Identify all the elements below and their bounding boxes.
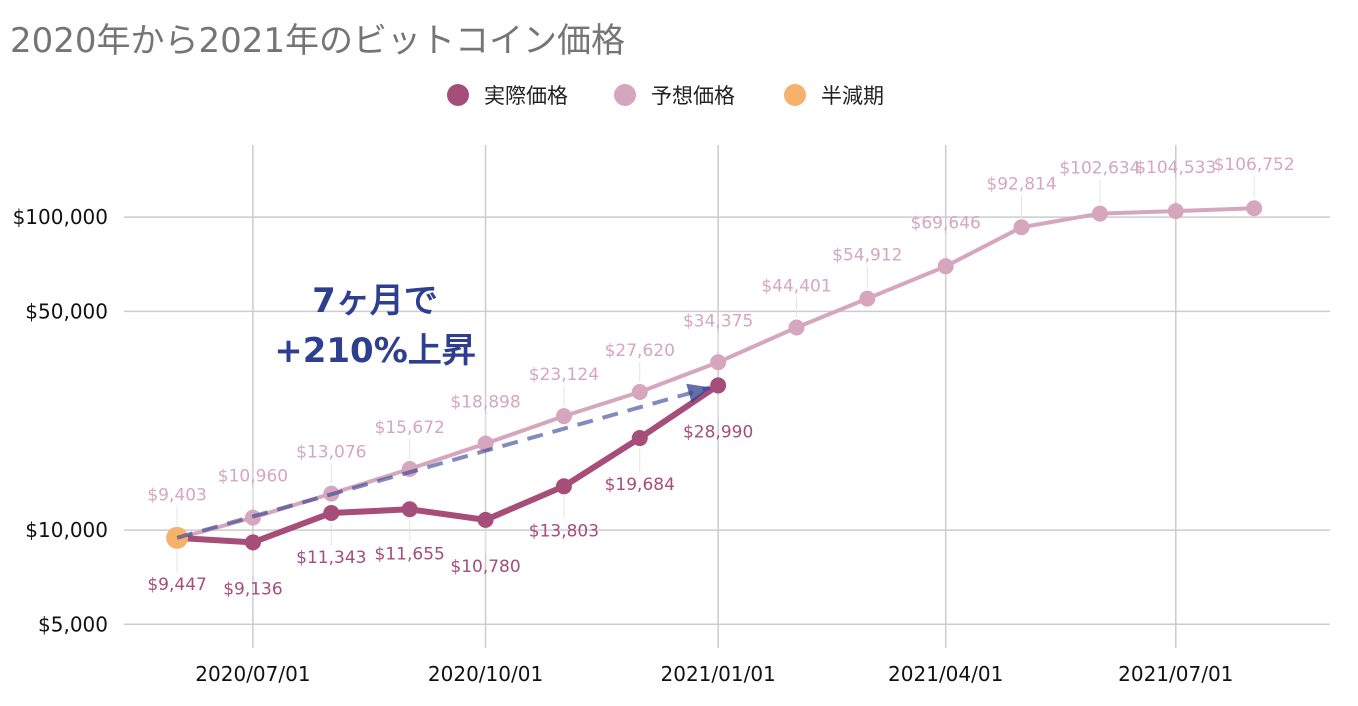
data-label: $23,124 (529, 365, 599, 385)
data-point (710, 377, 727, 394)
legend-label: 実際価格 (484, 84, 568, 108)
annotation-line: +210%上昇 (274, 331, 476, 371)
series-line (174, 382, 722, 546)
data-label: $104,533 (1135, 158, 1216, 178)
data-point (1167, 203, 1184, 220)
legend-marker (784, 84, 806, 106)
data-label: $34,375 (683, 311, 753, 331)
data-point (401, 501, 418, 518)
data-point (555, 408, 572, 425)
label-leader-lines (176, 176, 1255, 577)
legend: 実際価格 予想価格 半減期 (447, 84, 884, 108)
data-label: $69,646 (911, 213, 981, 233)
data-label: $11,655 (375, 544, 445, 564)
data-point (477, 511, 494, 528)
data-point (937, 258, 954, 275)
data-point (1091, 205, 1108, 222)
data-label: $11,343 (296, 548, 366, 568)
data-point (1013, 219, 1030, 236)
data-point (323, 504, 340, 521)
legend-label: 半減期 (821, 84, 884, 108)
x-axis-ticks: 2020/07/01 2020/10/01 2021/01/01 2021/04/01… (195, 662, 1233, 686)
chart-title: 2020年から2021年のビットコイン価格 (10, 21, 625, 61)
annotation: 7ヶ月で +210%上昇 (176, 281, 711, 540)
legend-marker (447, 84, 469, 106)
data-point (710, 354, 727, 371)
data-point (859, 290, 876, 307)
annotation-arrow-line (176, 385, 711, 540)
data-point (1246, 200, 1263, 217)
y-tick-label: $5,000 (38, 612, 108, 636)
x-tick-label: 2021/07/01 (1118, 662, 1233, 686)
data-label: $54,912 (832, 246, 902, 266)
data-point (631, 384, 648, 401)
data-point (631, 430, 648, 447)
data-label: $9,447 (147, 575, 206, 595)
data-point (788, 319, 805, 336)
y-tick-label: $100,000 (13, 205, 108, 229)
data-label: $10,960 (218, 467, 288, 487)
data-label: $44,401 (761, 276, 831, 296)
data-point (244, 534, 261, 551)
data-label: $19,684 (605, 475, 675, 495)
data-label: $10,780 (450, 557, 520, 577)
data-label: $18,898 (450, 393, 520, 413)
data-labels: $9,403 $10,960 $13,076 $15,672$18,898 $23,12… (147, 155, 1294, 599)
data-label: $13,803 (529, 521, 599, 541)
grid (124, 145, 1330, 648)
data-label: $15,672 (375, 418, 445, 438)
legend-marker (614, 84, 636, 106)
annotation-arrow-head (686, 383, 711, 404)
y-axis-ticks: $5,000 $10,000 $50,000 $100,000 (13, 205, 108, 636)
data-label: $27,620 (605, 341, 675, 361)
data-point (555, 478, 572, 495)
series-line (175, 206, 1257, 541)
x-tick-label: 2020/10/01 (428, 662, 543, 686)
y-tick-label: $10,000 (25, 518, 108, 542)
annotation-line: 7ヶ月で (312, 281, 438, 321)
data-label: $102,634 (1059, 159, 1140, 179)
data-label: $28,990 (683, 422, 753, 442)
data-label: $13,076 (296, 443, 366, 463)
data-label: $9,136 (223, 579, 282, 599)
y-tick-label: $50,000 (25, 299, 108, 323)
data-label: $9,403 (147, 485, 206, 505)
legend-label: 予想価格 (651, 84, 735, 108)
data-label: $92,814 (986, 174, 1056, 194)
data-point (477, 435, 494, 452)
x-tick-label: 2021/04/01 (888, 662, 1003, 686)
data-label: $106,752 (1214, 155, 1295, 175)
x-tick-label: 2021/01/01 (661, 662, 776, 686)
x-tick-label: 2020/07/01 (195, 662, 310, 686)
